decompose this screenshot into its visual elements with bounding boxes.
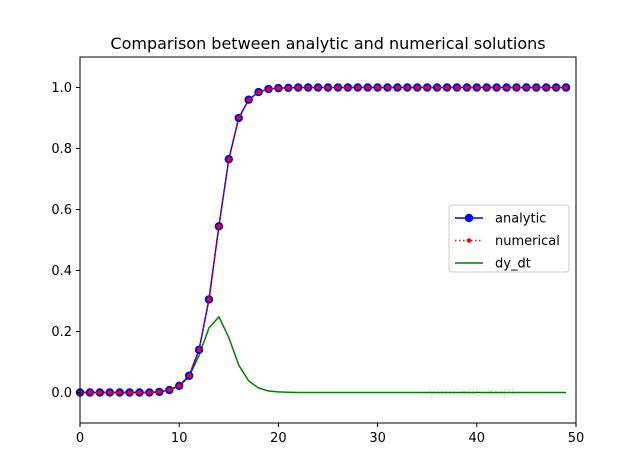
numerical-point xyxy=(166,387,172,393)
numerical-point xyxy=(474,85,480,90)
legend-marker-analytic xyxy=(464,213,474,223)
numerical-point xyxy=(424,85,430,90)
numerical-point xyxy=(504,85,509,90)
numerical-point xyxy=(534,85,539,90)
legend: analytic numerical dy_dt xyxy=(448,204,570,273)
numerical-point xyxy=(147,390,152,395)
numerical-point xyxy=(543,85,549,90)
numerical-point xyxy=(216,223,222,229)
y-tick-label: 0.4 xyxy=(51,264,72,279)
numerical-point xyxy=(276,85,281,91)
numerical-point xyxy=(87,390,93,395)
numerical-point xyxy=(553,85,559,90)
y-tick-label: 0.6 xyxy=(51,203,72,218)
x-tick-label: 20 xyxy=(270,431,287,446)
legend-label-numerical: numerical xyxy=(495,234,560,249)
numerical-point xyxy=(196,347,202,353)
numerical-point xyxy=(375,85,380,90)
y-tick-label: 1.0 xyxy=(51,81,72,96)
numerical-point xyxy=(137,390,142,395)
y-tick-label: 0.2 xyxy=(51,325,72,340)
numerical-point xyxy=(414,85,420,90)
numerical-point xyxy=(117,390,122,395)
legend-box xyxy=(448,204,570,273)
y-axis-ticks: 0.0 0.2 0.4 0.6 0.8 1.0 xyxy=(51,81,80,401)
numerical-point xyxy=(434,85,440,90)
numerical-point xyxy=(484,85,490,90)
legend-marker-numerical xyxy=(466,238,472,243)
numerical-point xyxy=(345,85,351,90)
numerical-point xyxy=(127,390,132,395)
numerical-point xyxy=(295,85,301,90)
chart-title: Comparison between analytic and numerica… xyxy=(110,34,545,53)
numerical-point xyxy=(385,85,390,90)
numerical-point xyxy=(454,85,460,90)
x-tick-label: 50 xyxy=(568,431,585,446)
legend-label-analytic: analytic xyxy=(495,212,546,227)
numerical-point xyxy=(157,389,162,395)
axes-frame xyxy=(79,56,577,424)
numerical-point xyxy=(335,85,341,90)
numerical-point xyxy=(246,97,251,102)
numerical-point xyxy=(355,85,361,90)
axes-border xyxy=(79,56,577,424)
legend-label-dy-dt: dy_dt xyxy=(495,257,531,272)
numerical-point xyxy=(325,85,331,90)
numerical-point xyxy=(524,85,529,90)
numerical-point xyxy=(305,85,311,90)
y-tick-label: 0.0 xyxy=(51,386,72,401)
numerical-point xyxy=(464,85,470,90)
numerical-point xyxy=(514,85,519,90)
numerical-point xyxy=(315,85,321,90)
numerical-point xyxy=(107,390,113,395)
numerical-point xyxy=(176,383,182,389)
numerical-point xyxy=(444,85,450,90)
numerical-point xyxy=(365,85,370,90)
x-tick-label: 30 xyxy=(369,431,386,446)
y-tick-label: 0.8 xyxy=(51,142,72,157)
numerical-point xyxy=(494,85,499,90)
numerical-point xyxy=(97,390,103,395)
numerical-point xyxy=(405,85,410,90)
numerical-point xyxy=(286,85,291,91)
numerical-point xyxy=(563,85,569,90)
numerical-point xyxy=(226,156,232,162)
numerical-point xyxy=(256,89,261,95)
x-axis-ticks: 0 10 20 30 40 50 xyxy=(76,423,584,446)
series-layer xyxy=(75,83,571,397)
numerical-point xyxy=(206,297,212,302)
x-tick-label: 40 xyxy=(469,431,486,446)
x-tick-label: 0 xyxy=(76,431,84,446)
x-tick-label: 10 xyxy=(171,431,188,446)
numerical-point xyxy=(266,86,271,92)
numerical-point xyxy=(395,85,400,90)
numerical-point xyxy=(186,373,192,379)
numerical-point xyxy=(236,115,242,121)
